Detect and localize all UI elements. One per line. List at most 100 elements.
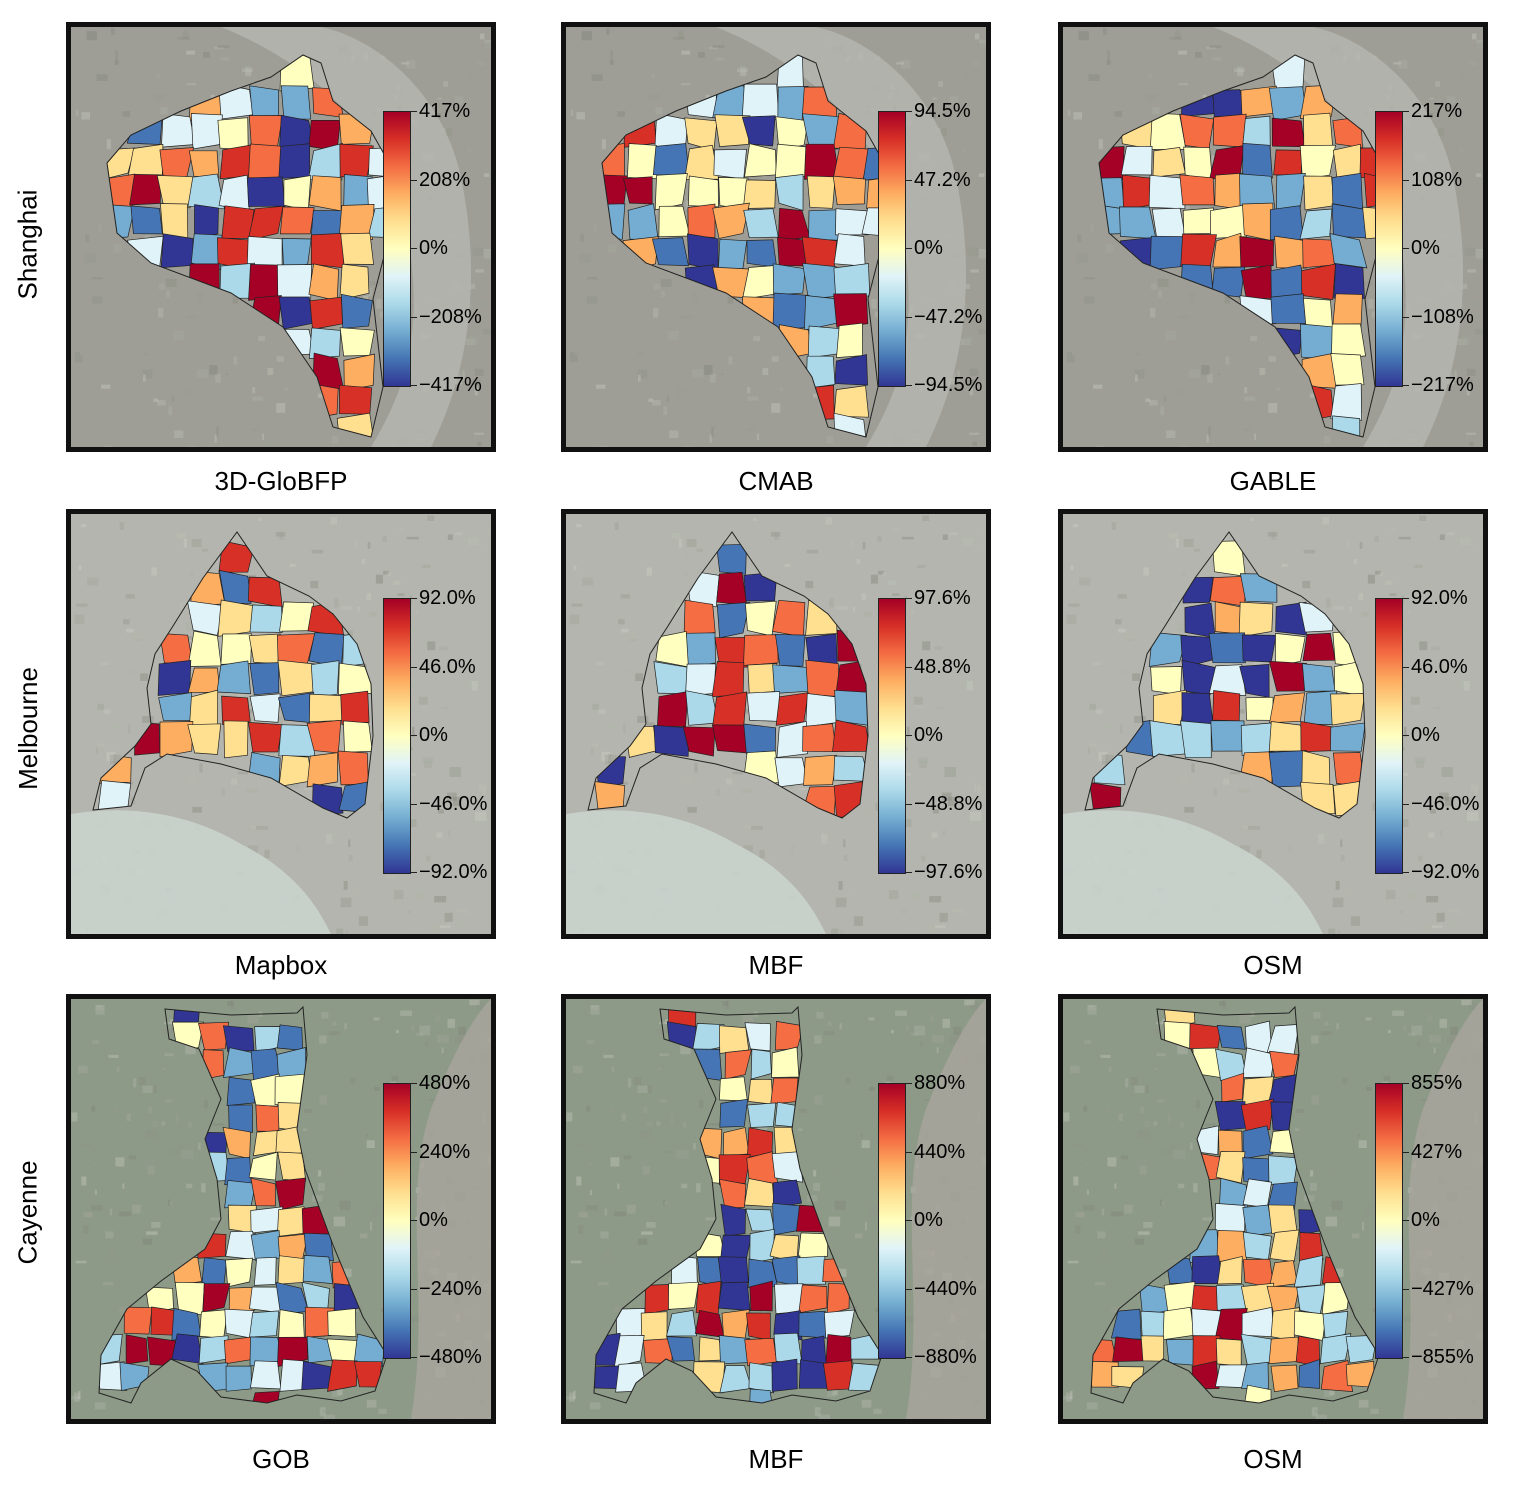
colorbar-tick-label: 47.2% — [906, 168, 971, 191]
colorbar-tick-label: −47.2% — [905, 305, 983, 328]
district-cell — [310, 233, 345, 269]
district-cell — [1332, 143, 1362, 178]
district-cell — [1242, 1178, 1273, 1209]
district-cell — [1302, 663, 1336, 692]
district-cell — [644, 1284, 672, 1315]
district-cell — [1153, 689, 1187, 725]
district-cell — [774, 757, 809, 788]
district-cell — [802, 262, 839, 300]
district-cell — [1275, 633, 1306, 667]
district-cell — [741, 115, 776, 147]
district-cell — [1210, 720, 1246, 752]
map-panel-melbourne-2: 97.6% 48.8% 0% −48.8% −97.6% — [561, 509, 991, 939]
district-cell — [713, 148, 747, 180]
city-boundary — [593, 1005, 883, 1404]
choropleth-map — [71, 999, 491, 1419]
district-cell — [711, 661, 745, 698]
district-cells — [594, 543, 868, 818]
district-cell — [1269, 1229, 1300, 1263]
district-cell — [722, 1127, 750, 1157]
district-cell — [1299, 144, 1336, 180]
district-cell — [327, 1308, 357, 1338]
colorbar — [383, 598, 411, 874]
map-panel-shanghai-1: 417% 208% 0% −208% −417% — [66, 22, 496, 452]
map-panel-shanghai-3: 217% 108% 0% −108% −217% — [1058, 22, 1488, 452]
district-cell — [744, 143, 777, 178]
district-cell — [832, 175, 866, 206]
district-cell — [249, 1310, 280, 1338]
district-cell — [353, 1333, 385, 1367]
district-cell — [1299, 208, 1333, 240]
district-cell — [1268, 1155, 1299, 1185]
colorbar-tick-label: 108% — [1402, 168, 1463, 191]
panel-caption: GOB — [252, 1444, 310, 1474]
map-panel-cayenne-3: 855% 427% 0% −427% −855% — [1058, 994, 1488, 1424]
district-cell — [770, 1077, 799, 1105]
district-cell — [306, 752, 339, 788]
district-cell — [1241, 1361, 1269, 1390]
district-cell — [773, 1332, 803, 1365]
district-cell — [308, 175, 342, 212]
district-cell — [255, 1104, 281, 1132]
district-cell — [1320, 1333, 1352, 1365]
colorbar — [878, 1083, 906, 1359]
district-cell — [772, 292, 810, 331]
district-cell — [1239, 236, 1274, 268]
district-cell — [1242, 143, 1273, 179]
district-cell — [834, 354, 868, 386]
district-cell — [802, 723, 837, 753]
district-cell — [218, 174, 250, 212]
district-cell — [654, 173, 688, 211]
district-cell — [1331, 203, 1367, 239]
colorbar-tick-label: −440% — [906, 1277, 977, 1300]
colorbar-tick-label: 97.6% — [906, 587, 971, 609]
district-cell — [1180, 635, 1215, 668]
district-cell — [1303, 175, 1335, 211]
district-cell — [278, 1309, 305, 1341]
colorbar-tick-label: −880% — [906, 1346, 977, 1368]
district-cell — [198, 1335, 229, 1364]
district-cell — [1162, 1306, 1195, 1341]
district-cell — [222, 1025, 255, 1053]
district-cell — [747, 1102, 777, 1128]
district-cell — [156, 175, 194, 209]
district-cell — [159, 721, 194, 758]
city-boundary — [98, 1005, 388, 1404]
district-cell — [247, 722, 283, 753]
district-cell — [1238, 601, 1274, 638]
district-cell — [1270, 293, 1307, 324]
colorbar-tick-label: 92.0% — [411, 587, 476, 609]
district-cell — [277, 692, 315, 723]
district-cells — [594, 1007, 882, 1403]
district-cell — [743, 723, 777, 755]
district-cell — [1270, 1364, 1299, 1393]
district-cell — [278, 143, 311, 179]
district-cell — [228, 1104, 253, 1133]
row-label-cayenne: Cayenne — [12, 1159, 43, 1265]
map-panel-shanghai-2: 94.5% 47.2% 0% −47.2% −94.5% — [561, 22, 991, 452]
district-cell — [716, 571, 748, 606]
colorbar-tick-label: 0% — [411, 1209, 448, 1231]
district-cell — [249, 1360, 282, 1390]
district-cell — [1302, 238, 1335, 269]
district-cell — [1208, 664, 1247, 697]
district-cell — [283, 175, 312, 212]
district-cell — [640, 1311, 668, 1342]
district-cell — [1301, 263, 1336, 300]
district-cell — [194, 204, 219, 239]
district-cell — [749, 1228, 775, 1264]
district-cell — [744, 1178, 775, 1208]
district-cell — [747, 1078, 774, 1105]
choropleth-map — [566, 514, 986, 934]
district-cell — [771, 1358, 798, 1392]
district-cell — [1184, 602, 1216, 639]
district-cell — [307, 142, 344, 181]
district-cell — [339, 327, 375, 357]
district-cell — [336, 412, 376, 437]
colorbar — [1375, 1083, 1403, 1359]
district-cell — [774, 143, 810, 182]
district-cell — [228, 1286, 255, 1315]
district-cell — [613, 1335, 645, 1368]
colorbar-tick-label: −480% — [411, 1346, 482, 1368]
district-cell — [834, 689, 868, 726]
